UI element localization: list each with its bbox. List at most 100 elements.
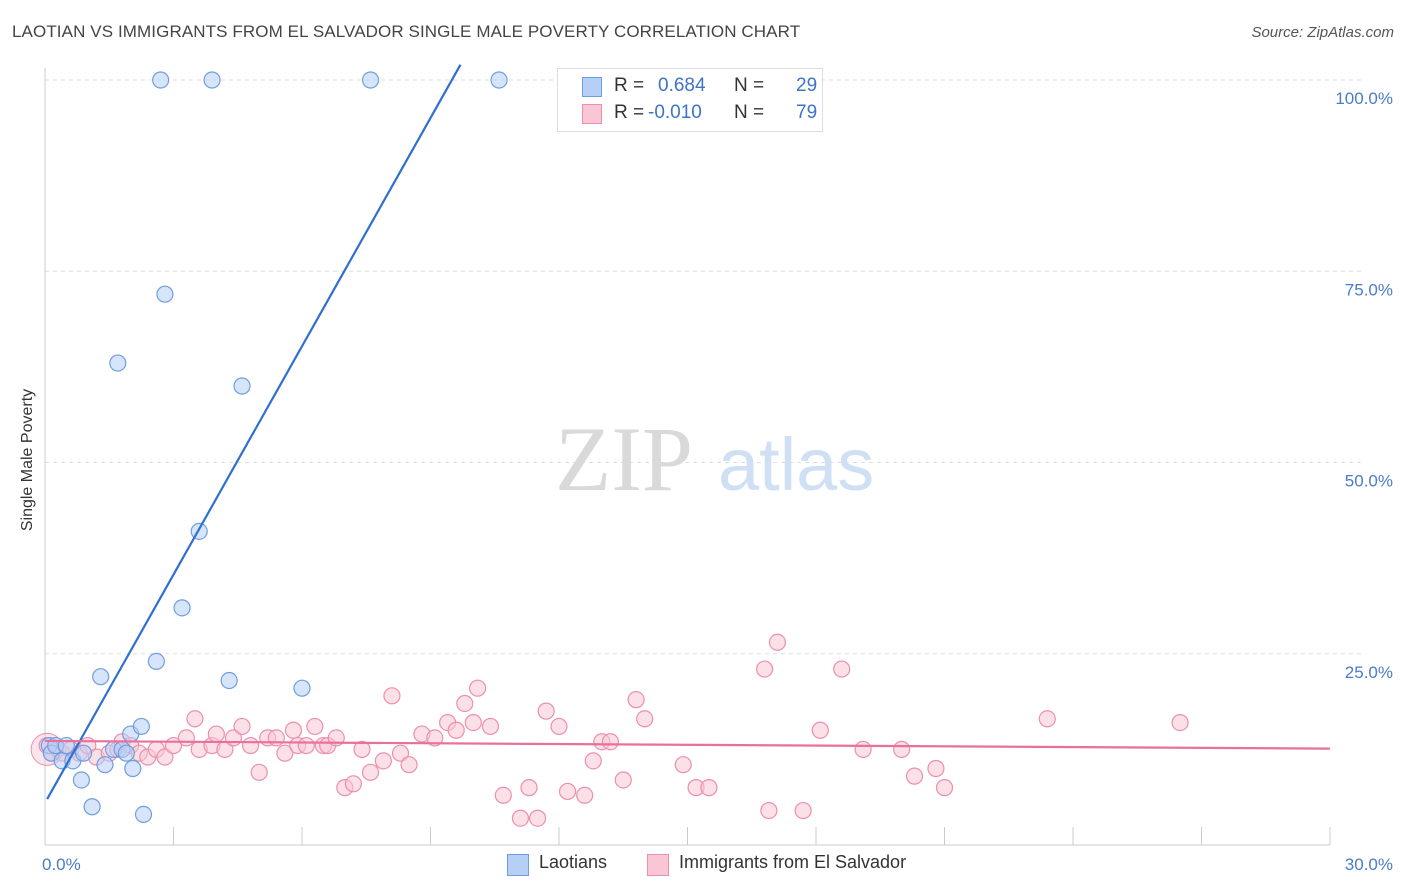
salvador-point xyxy=(537,702,555,720)
laotian-point xyxy=(92,668,110,686)
laotian-point xyxy=(134,805,153,824)
laotian-point xyxy=(74,744,93,762)
legend-r-label: R = xyxy=(614,102,645,123)
salvador-point xyxy=(250,763,268,781)
salvador-point xyxy=(383,687,401,705)
watermark-atlas: atlas xyxy=(718,423,874,506)
salvador-legend-swatch xyxy=(647,854,669,876)
salvador-point xyxy=(344,775,362,793)
salvador-point xyxy=(520,779,538,797)
laotian-points xyxy=(40,71,508,824)
salvador-point xyxy=(391,744,410,762)
salvador-point xyxy=(400,756,418,774)
salvador-point xyxy=(306,717,324,736)
laotian-point xyxy=(124,759,142,778)
y-tick-label: 25.0% xyxy=(1345,663,1393,682)
source-credit: Source: ZipAtlas.com xyxy=(1251,24,1394,41)
salvador-point xyxy=(811,721,829,739)
stats-legend: R = 0.684 N = 29 R = -0.010 N = 79 xyxy=(557,68,823,132)
salvador-point xyxy=(156,748,174,766)
laotian-swatch xyxy=(582,77,602,97)
salvador-point xyxy=(361,763,380,781)
salvador-points xyxy=(30,633,1189,827)
salvador-point xyxy=(1038,710,1056,728)
salvador-point xyxy=(177,729,195,747)
salvador-point xyxy=(186,710,204,728)
laotian-point xyxy=(361,71,380,89)
laotian-trend-line xyxy=(46,64,462,800)
laotian-legend-label: Laotians xyxy=(539,852,608,872)
salvador-point xyxy=(469,679,487,697)
laotian-legend-swatch xyxy=(507,854,529,876)
laotian-point xyxy=(147,652,165,671)
salvador-point xyxy=(584,752,602,770)
salvador-trend-line xyxy=(44,739,1331,750)
laotian-point xyxy=(293,679,311,697)
legend-n-value: 79 xyxy=(796,102,818,123)
laotian-point xyxy=(109,354,127,372)
salvador-point xyxy=(447,721,465,739)
salvador-point xyxy=(674,756,692,774)
salvador-point xyxy=(794,801,812,820)
salvador-point xyxy=(760,801,778,820)
salvador-point xyxy=(576,786,594,804)
laotian-point xyxy=(152,71,170,89)
y-tick-label: 50.0% xyxy=(1345,472,1393,491)
salvador-point xyxy=(374,752,392,770)
salvador-point xyxy=(893,740,911,758)
x-tick-label: 30.0% xyxy=(1345,855,1393,874)
salvador-point xyxy=(755,660,774,678)
salvador-point xyxy=(207,725,225,743)
legend-r-value: -0.010 xyxy=(648,102,702,123)
laotian-point xyxy=(490,71,508,89)
salvador-point xyxy=(601,733,620,751)
laotian-point xyxy=(72,771,91,789)
salvador-point xyxy=(550,717,568,736)
tick-labels: 25.0% 50.0% 75.0% 100.0% 0.0% 30.0% xyxy=(42,89,1393,874)
laotian-point xyxy=(156,285,174,303)
y-tick-label: 100.0% xyxy=(1335,89,1393,108)
salvador-point xyxy=(636,710,654,728)
laotian-point xyxy=(220,671,238,690)
watermark-zip: ZIP xyxy=(555,408,693,510)
laotian-point xyxy=(203,71,221,89)
salvador-point xyxy=(464,713,482,732)
chart-title: LAOTIAN VS IMMIGRANTS FROM EL SALVADOR S… xyxy=(12,22,801,41)
salvador-point xyxy=(242,736,260,755)
legend-n-label: N = xyxy=(734,102,765,123)
salvador-point xyxy=(905,767,924,785)
salvador-point xyxy=(267,729,285,747)
laotian-point xyxy=(96,756,114,774)
salvador-point xyxy=(927,759,945,778)
x-tick-label: 0.0% xyxy=(42,855,81,874)
salvador-point xyxy=(426,729,444,747)
legend-r-value: 0.684 xyxy=(658,75,706,96)
salvador-point xyxy=(627,691,645,709)
salvador-point xyxy=(528,809,547,827)
salvador-swatch xyxy=(582,104,602,124)
salvador-point xyxy=(558,782,577,801)
laotian-point xyxy=(173,599,191,617)
salvador-point xyxy=(456,694,474,713)
laotian-point xyxy=(132,717,150,736)
gridlines xyxy=(45,79,1365,655)
axes xyxy=(44,68,1331,846)
salvador-point xyxy=(833,660,851,678)
y-tick-label: 75.0% xyxy=(1345,280,1393,299)
salvador-point xyxy=(494,786,512,804)
laotian-point xyxy=(233,377,251,395)
salvador-point xyxy=(1171,713,1189,732)
legend-n-value: 29 xyxy=(796,75,818,96)
salvador-point xyxy=(854,740,872,758)
salvador-point xyxy=(353,740,371,758)
salvador-point xyxy=(935,779,954,797)
laotian-point xyxy=(83,798,101,816)
trend-lines xyxy=(44,64,1331,800)
salvador-legend-label: Immigrants from El Salvador xyxy=(679,852,907,872)
laotian-point xyxy=(117,744,135,762)
salvador-point xyxy=(768,633,787,651)
salvador-point xyxy=(297,736,315,755)
salvador-point xyxy=(284,721,303,739)
salvador-point xyxy=(614,771,632,789)
